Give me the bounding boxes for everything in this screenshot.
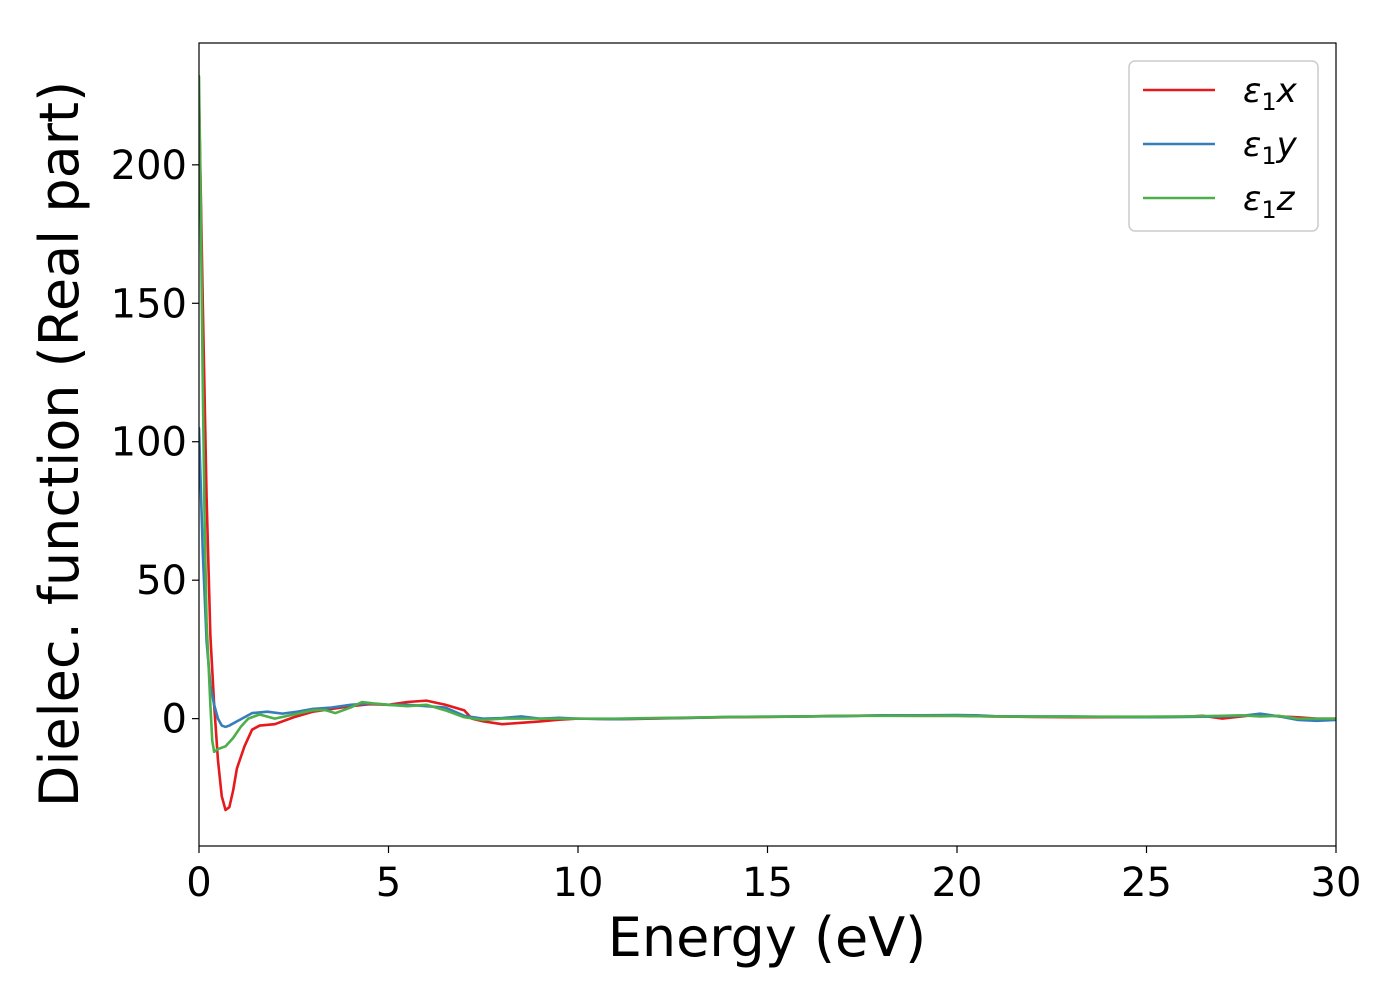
- legend-label-y: ε1y: [1243, 125, 1298, 170]
- legend-symbol: ε: [1243, 71, 1261, 111]
- x-tick-label: 15: [742, 860, 793, 906]
- y-axis: 0 50 100 150 200: [111, 143, 199, 743]
- y-tick-label: 200: [111, 143, 187, 189]
- series-line-z: [199, 74, 1336, 754]
- x-tick-label: 20: [932, 860, 983, 906]
- legend-axis: z: [1276, 179, 1296, 219]
- x-tick-label: 0: [186, 860, 211, 906]
- x-axis-title: Energy (eV): [608, 906, 927, 969]
- legend-label-x: ε1x: [1243, 71, 1298, 116]
- y-tick-label: 0: [162, 697, 187, 743]
- x-tick-label: 5: [376, 860, 401, 906]
- x-tick-label: 10: [553, 860, 604, 906]
- series-layer: [199, 74, 1336, 812]
- legend-subscript: 1: [1261, 196, 1276, 224]
- y-tick-label: 100: [111, 420, 187, 466]
- legend-symbol: ε: [1243, 179, 1261, 219]
- legend-subscript: 1: [1261, 88, 1276, 116]
- y-tick-label: 150: [111, 281, 187, 327]
- y-tick-label: 50: [136, 558, 187, 604]
- x-tick-label: 30: [1311, 860, 1362, 906]
- legend-box: [1128, 60, 1319, 232]
- legend-label-z: ε1z: [1243, 179, 1296, 224]
- legend-axis: x: [1276, 71, 1298, 111]
- series-line-y: [199, 426, 1336, 729]
- y-axis-title: Dielec. function (Real part): [28, 81, 91, 807]
- x-axis: 0 5 10 15 20 25 30: [186, 846, 1361, 906]
- legend-subscript: 1: [1261, 142, 1276, 170]
- x-tick-label: 25: [1121, 860, 1172, 906]
- legend-axis: y: [1276, 125, 1298, 165]
- legend-symbol: ε: [1243, 125, 1261, 165]
